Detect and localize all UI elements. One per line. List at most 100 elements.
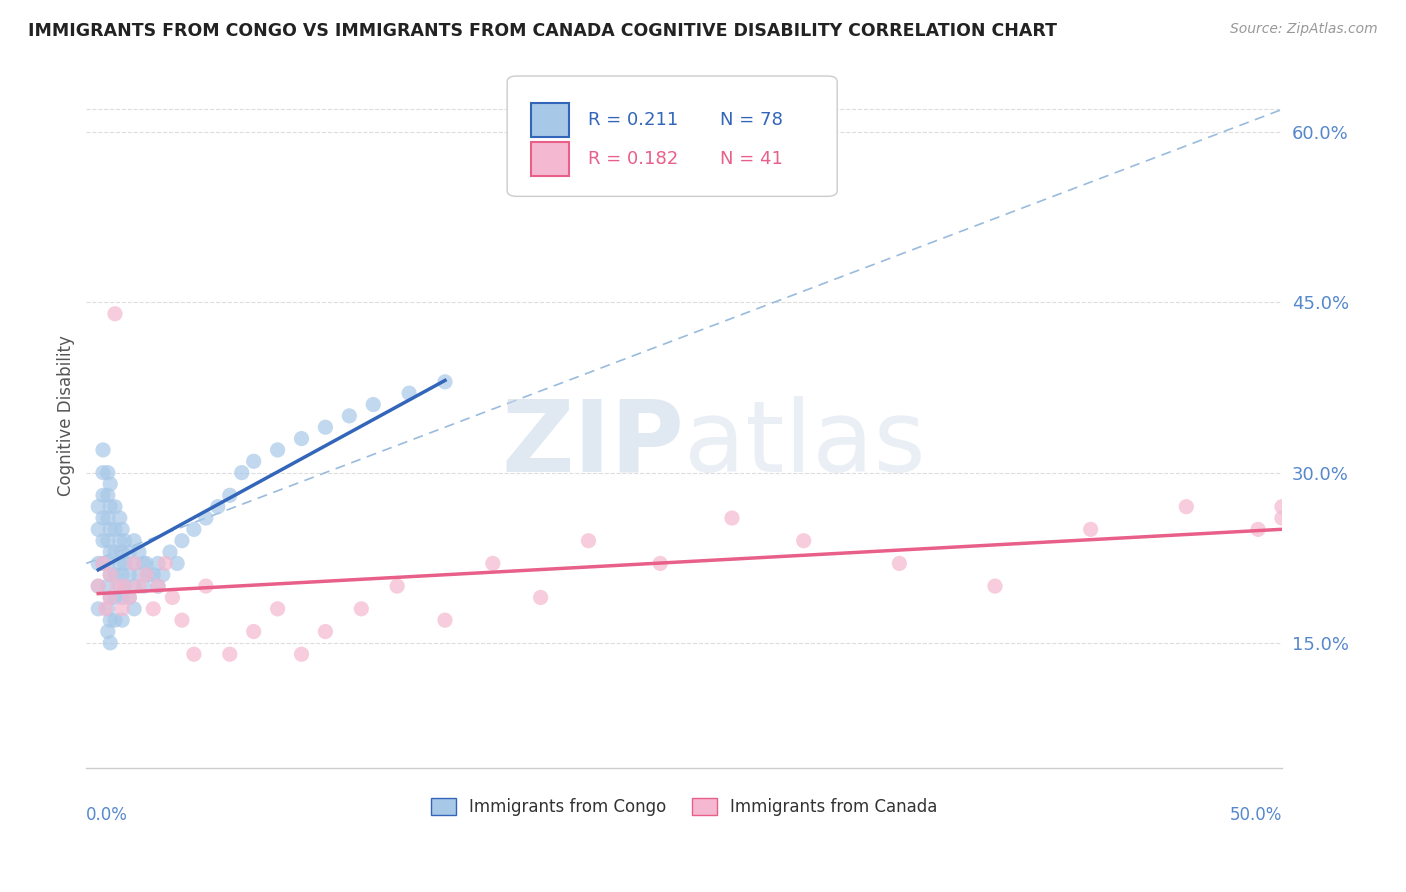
Point — [104, 307, 127, 321]
Point — [385, 579, 408, 593]
Point — [290, 432, 312, 446]
Point — [111, 522, 134, 536]
Point — [98, 591, 121, 605]
Point — [97, 624, 120, 639]
Point — [132, 557, 155, 571]
Point — [105, 579, 128, 593]
Point — [91, 533, 114, 548]
Point — [170, 613, 193, 627]
Point — [159, 545, 181, 559]
Point — [1247, 522, 1270, 536]
Point — [91, 511, 114, 525]
Point — [91, 488, 114, 502]
Point — [108, 579, 131, 593]
Point — [128, 545, 150, 559]
Point — [314, 624, 336, 639]
Point — [111, 567, 134, 582]
Point — [98, 636, 121, 650]
Point — [1271, 500, 1294, 514]
Point — [122, 557, 145, 571]
Point — [91, 466, 114, 480]
Point — [98, 522, 121, 536]
Point — [350, 602, 373, 616]
Point — [889, 557, 911, 571]
Point — [361, 398, 384, 412]
Point — [87, 522, 110, 536]
Point — [266, 442, 288, 457]
Point — [128, 567, 150, 582]
Point — [242, 624, 264, 639]
Point — [122, 579, 145, 593]
Point — [98, 567, 121, 582]
Point — [97, 466, 120, 480]
Point — [87, 557, 110, 571]
Text: atlas: atlas — [685, 395, 925, 492]
Text: 0.0%: 0.0% — [86, 806, 128, 824]
Point — [218, 488, 240, 502]
Point — [1175, 500, 1198, 514]
Point — [290, 647, 312, 661]
Point — [98, 545, 121, 559]
Point — [114, 579, 136, 593]
Point — [98, 613, 121, 627]
Point — [111, 591, 134, 605]
Point — [166, 557, 188, 571]
Point — [793, 533, 815, 548]
Point — [104, 545, 127, 559]
Text: R = 0.182: R = 0.182 — [589, 150, 679, 168]
Point — [98, 477, 121, 491]
Point — [578, 533, 600, 548]
Point — [242, 454, 264, 468]
Point — [114, 533, 136, 548]
FancyBboxPatch shape — [531, 103, 569, 137]
Point — [118, 591, 141, 605]
Text: IMMIGRANTS FROM CONGO VS IMMIGRANTS FROM CANADA COGNITIVE DISABILITY CORRELATION: IMMIGRANTS FROM CONGO VS IMMIGRANTS FROM… — [28, 22, 1057, 40]
Point — [433, 375, 456, 389]
Point — [114, 579, 136, 593]
Point — [132, 579, 155, 593]
Point — [97, 602, 120, 616]
Point — [87, 579, 110, 593]
Point — [111, 602, 134, 616]
Point — [122, 557, 145, 571]
Point — [97, 579, 120, 593]
Point — [170, 533, 193, 548]
Point — [135, 557, 157, 571]
Text: N = 78: N = 78 — [720, 112, 783, 129]
Point — [122, 533, 145, 548]
Point — [314, 420, 336, 434]
Text: Source: ZipAtlas.com: Source: ZipAtlas.com — [1230, 22, 1378, 37]
Point — [97, 488, 120, 502]
Point — [118, 545, 141, 559]
Point — [231, 466, 253, 480]
Point — [155, 557, 177, 571]
Point — [142, 602, 165, 616]
Point — [146, 579, 169, 593]
Point — [118, 567, 141, 582]
Point — [104, 591, 127, 605]
Point — [108, 557, 131, 571]
Text: ZIP: ZIP — [502, 395, 685, 492]
Point — [218, 647, 240, 661]
Point — [91, 557, 114, 571]
Point — [1080, 522, 1102, 536]
Point — [87, 602, 110, 616]
Point — [650, 557, 672, 571]
Point — [104, 500, 127, 514]
Point — [97, 511, 120, 525]
Point — [162, 591, 184, 605]
Text: 50.0%: 50.0% — [1230, 806, 1282, 824]
Legend: Immigrants from Congo, Immigrants from Canada: Immigrants from Congo, Immigrants from C… — [425, 791, 943, 822]
Point — [104, 522, 127, 536]
Point — [87, 500, 110, 514]
Point — [530, 591, 553, 605]
Point — [98, 500, 121, 514]
Point — [111, 545, 134, 559]
Point — [114, 557, 136, 571]
Point — [207, 500, 229, 514]
Text: R = 0.211: R = 0.211 — [589, 112, 679, 129]
Point — [97, 533, 120, 548]
Point — [135, 567, 157, 582]
Point — [337, 409, 360, 423]
Point — [97, 557, 120, 571]
